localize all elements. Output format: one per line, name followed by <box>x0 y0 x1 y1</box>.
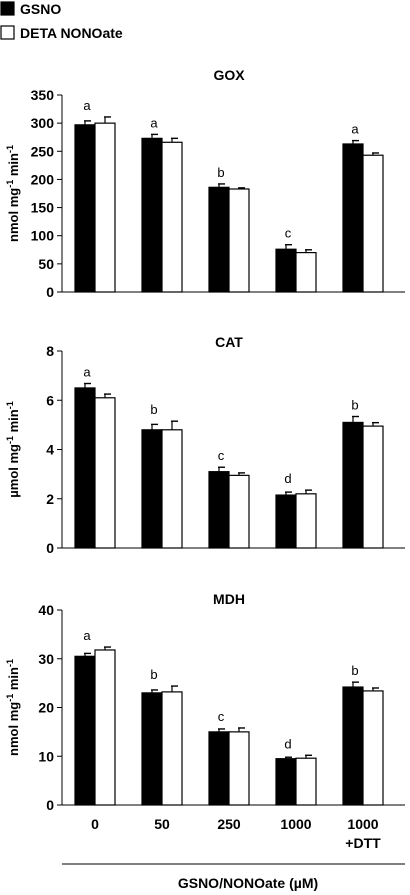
y-tick-label: 200 <box>31 171 55 187</box>
bar-deta-nonoate <box>228 474 250 549</box>
bar-deta-nonoate <box>362 690 384 806</box>
y-tick-label: 0 <box>46 540 54 556</box>
significance-letter: c <box>285 226 292 241</box>
x-tick-label: 0 <box>91 816 99 832</box>
significance-letter: b <box>351 663 358 678</box>
legend-label-deta-nonoate: DETA NONOate <box>20 25 123 41</box>
y-axis-label-mdh: nmol mg-1 min-1 <box>5 659 21 756</box>
bar-gsno <box>208 186 230 293</box>
x-tick-label: 1000 <box>280 816 311 832</box>
bar-gsno <box>74 655 96 806</box>
y-tick-label: 8 <box>46 343 54 359</box>
bar-deta-nonoate <box>295 493 317 549</box>
significance-letter: a <box>83 628 91 643</box>
bar-deta-nonoate <box>362 154 384 293</box>
significance-letter: d <box>284 471 291 486</box>
x-axis: 0 50 250 1000 1000 +DTT <box>91 816 381 851</box>
bar-gsno <box>141 429 163 549</box>
bar-gsno <box>342 143 364 293</box>
legend: GSNO DETA NONOate <box>0 1 123 41</box>
legend-swatch-gsno <box>0 1 15 16</box>
legend-item-deta-nonoate: DETA NONOate <box>0 25 123 41</box>
bar-gsno <box>208 471 230 549</box>
bar-deta-nonoate <box>228 188 250 293</box>
x-tick-label: 50 <box>154 816 170 832</box>
bar-deta-nonoate <box>362 425 384 549</box>
y-tick-label: 4 <box>46 442 54 458</box>
y-tick-label: 250 <box>31 143 55 159</box>
bar-deta-nonoate <box>228 731 250 806</box>
bar-deta-nonoate <box>161 429 183 549</box>
significance-letter: b <box>150 667 157 682</box>
panel-cat: CAT 0 2 4 6 8 µmol mg-1 min-1 a b c d b <box>5 334 405 556</box>
chart-title-mdh: MDH <box>213 591 245 607</box>
significance-letter: a <box>83 98 91 113</box>
bar-deta-nonoate <box>94 397 116 549</box>
significance-letter: d <box>284 736 291 751</box>
bar-deta-nonoate <box>161 141 183 293</box>
x-tick-label: 250 <box>217 816 241 832</box>
x-axis-label: GSNO/NONOate (µM) <box>178 875 318 891</box>
significance-letter: c <box>218 448 225 463</box>
y-tick-label: 40 <box>38 602 54 618</box>
bar-gsno <box>275 494 297 549</box>
bar-deta-nonoate <box>295 757 317 806</box>
bar-gsno <box>275 248 297 293</box>
bar-deta-nonoate <box>94 122 116 293</box>
bar-gsno <box>74 124 96 293</box>
bar-gsno <box>342 421 364 549</box>
bar-gsno <box>141 137 163 293</box>
y-tick-label: 150 <box>31 200 55 216</box>
y-tick-label: 10 <box>38 748 54 764</box>
bar-deta-nonoate <box>295 252 317 293</box>
x-tick-label: 1000 +DTT <box>345 816 381 851</box>
y-tick-label: 2 <box>46 491 54 507</box>
bar-deta-nonoate <box>94 649 116 806</box>
legend-swatch-deta-nonoate <box>0 25 15 40</box>
chart-title-cat: CAT <box>215 334 243 350</box>
y-tick-label: 30 <box>38 651 54 667</box>
significance-letter: a <box>150 115 158 130</box>
significance-letter: b <box>150 402 157 417</box>
bar-gsno <box>275 758 297 806</box>
y-tick-label: 0 <box>46 797 54 813</box>
significance-letter: a <box>351 122 359 137</box>
significance-letter: b <box>217 165 224 180</box>
y-tick-label: 50 <box>38 256 54 272</box>
bar-gsno <box>74 387 96 549</box>
bar-gsno <box>141 692 163 806</box>
y-axis-label-gox: nmol mg-1 min-1 <box>5 145 21 242</box>
panel-gox: GOX 0 50 100 150 200 250 300 350 nmol mg-1 min-1 a… <box>5 67 405 300</box>
panel-mdh: MDH 0 10 20 30 40 nmol mg-1 min-1 a b c d b <box>5 591 405 813</box>
y-tick-label: 100 <box>31 228 55 244</box>
significance-letter: b <box>351 398 358 413</box>
significance-letter: a <box>83 365 91 380</box>
bar-gsno <box>342 686 364 806</box>
chart-title-gox: GOX <box>213 67 245 83</box>
significance-letter: c <box>218 709 225 724</box>
y-tick-label: 0 <box>46 284 54 300</box>
bar-gsno <box>208 731 230 806</box>
y-tick-label: 20 <box>38 700 54 716</box>
y-axis-label-cat: µmol mg-1 min-1 <box>5 401 21 497</box>
bar-deta-nonoate <box>161 691 183 806</box>
y-tick-label: 300 <box>31 115 55 131</box>
legend-label-gsno: GSNO <box>20 1 61 17</box>
legend-item-gsno: GSNO <box>0 1 61 17</box>
y-tick-label: 350 <box>31 87 55 103</box>
y-tick-label: 6 <box>46 392 54 408</box>
